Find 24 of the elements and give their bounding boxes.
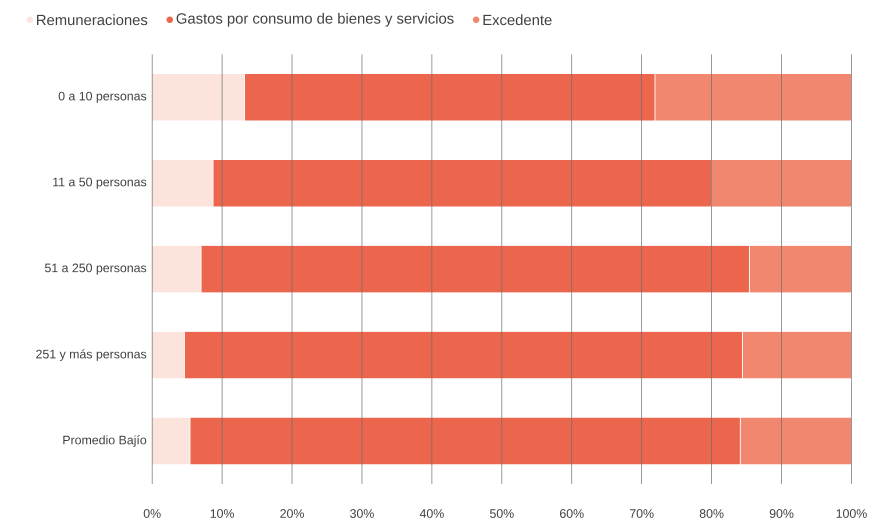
y-tick-label: Promedio Bajío xyxy=(63,434,146,447)
x-tick-label: 70% xyxy=(630,508,654,518)
x-tick-label: 60% xyxy=(560,508,584,518)
y-tick-label: 0 a 10 personas xyxy=(58,91,146,103)
legend-label: Remuneraciones xyxy=(37,14,148,25)
x-tick-label: 30% xyxy=(350,508,374,518)
y-tick-label: 251 y más personas xyxy=(36,349,146,361)
x-tick-label: 0% xyxy=(144,508,161,518)
y-tick-label: 11 a 50 personas xyxy=(53,177,146,189)
x-tick-label: 10% xyxy=(210,508,234,518)
bar xyxy=(711,158,852,208)
legend-label: Excedente xyxy=(483,14,552,25)
legend-label: Gastos por consumo de bienes y servicios xyxy=(176,12,454,26)
x-tick-label: 20% xyxy=(280,508,304,518)
bar xyxy=(740,416,852,465)
x-tick-label: 80% xyxy=(700,508,724,518)
x-tick-label: 90% xyxy=(770,508,794,518)
x-tick-label: 50% xyxy=(490,508,514,518)
bar xyxy=(742,330,852,379)
bar xyxy=(748,244,852,293)
y-tick-label: 51 a 250 personas xyxy=(44,263,146,275)
bar xyxy=(654,73,852,122)
x-tick-label: 40% xyxy=(420,508,444,518)
x-tick-label: 100% xyxy=(836,508,867,518)
